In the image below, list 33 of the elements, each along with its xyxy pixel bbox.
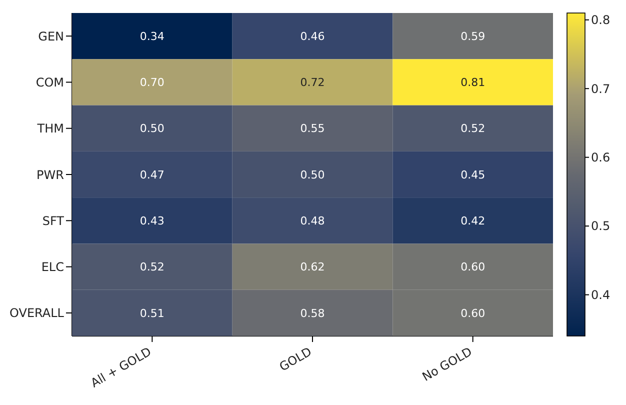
- y-tick-label: PWR: [36, 168, 64, 182]
- data-label: 0.62: [300, 260, 325, 274]
- data-label: 0.50: [300, 168, 325, 182]
- y-tick-label: COM: [36, 75, 64, 90]
- y-tick-label: THM: [36, 122, 64, 136]
- color-bar-label: 0.6: [591, 150, 610, 165]
- y-tick-label: OVERALL: [10, 306, 64, 320]
- data-label: 0.45: [460, 168, 486, 182]
- data-label: 0.81: [460, 76, 486, 90]
- color-bar-label: 0.7: [591, 82, 610, 96]
- data-label: 0.48: [300, 214, 325, 228]
- data-label: 0.42: [460, 214, 486, 228]
- data-label: 0.52: [140, 260, 164, 274]
- data-label: 0.60: [460, 260, 486, 274]
- data-label: 0.72: [300, 76, 325, 90]
- color-bar-label: 0.5: [591, 219, 610, 234]
- color-bar-label: 0.4: [591, 288, 610, 302]
- y-tick-label: ELC: [41, 260, 64, 274]
- data-label: 0.52: [460, 122, 486, 136]
- data-label: 0.70: [140, 76, 164, 90]
- data-label: 0.60: [460, 306, 486, 320]
- data-label: 0.58: [300, 306, 325, 320]
- color-bar-label: 0.8: [591, 13, 610, 28]
- y-tick-label: SFT: [42, 214, 65, 228]
- data-label: 0.46: [300, 30, 325, 43]
- data-label: 0.51: [140, 306, 164, 320]
- data-label: 0.59: [460, 30, 486, 43]
- data-label: 0.34: [140, 30, 164, 43]
- data-label: 0.55: [300, 122, 325, 136]
- data-label: 0.50: [140, 122, 164, 136]
- y-tick-label: GEN: [38, 29, 64, 44]
- data-label: 0.47: [140, 168, 164, 182]
- data-label: 0.43: [140, 214, 164, 228]
